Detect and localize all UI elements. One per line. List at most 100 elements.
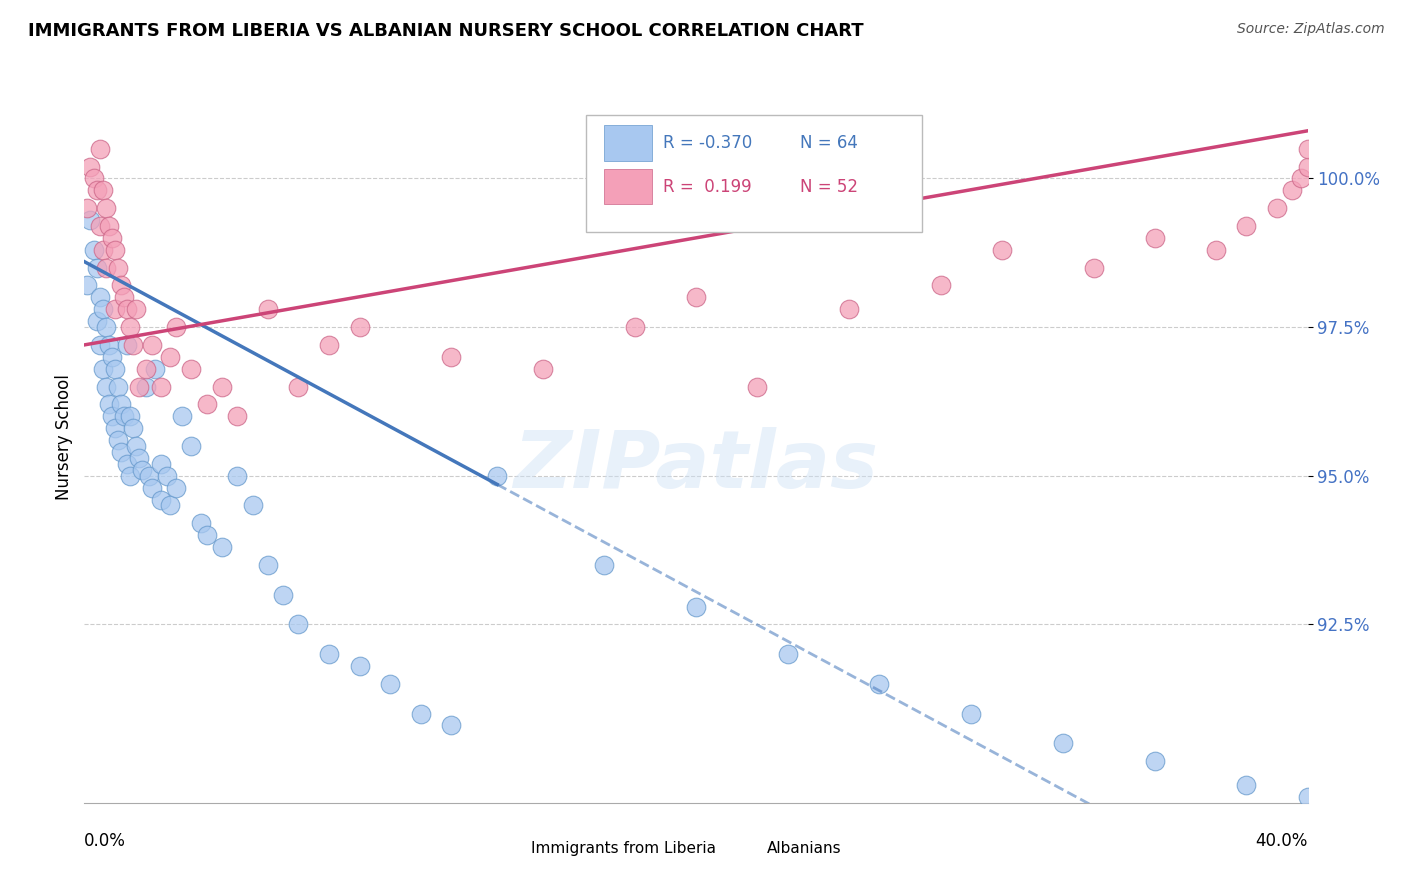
Point	[89, 219, 111, 233]
Point	[94, 260, 117, 275]
Point	[91, 302, 114, 317]
Point	[349, 320, 371, 334]
Point	[226, 468, 249, 483]
Text: R = -0.370: R = -0.370	[664, 134, 752, 152]
Point	[380, 677, 402, 691]
Point	[107, 379, 129, 393]
Point	[1083, 260, 1105, 275]
Point	[486, 468, 509, 483]
Point	[125, 439, 148, 453]
Point	[128, 450, 150, 465]
Point	[211, 540, 233, 554]
Point	[89, 290, 111, 304]
Point	[349, 659, 371, 673]
Point	[112, 290, 135, 304]
Point	[318, 647, 340, 661]
Point	[531, 361, 554, 376]
Point	[211, 379, 233, 393]
Point	[1236, 778, 1258, 792]
Point	[1143, 231, 1166, 245]
Point	[991, 243, 1014, 257]
Point	[1236, 219, 1258, 233]
Point	[195, 528, 218, 542]
Point	[104, 361, 127, 376]
Point	[79, 213, 101, 227]
Point	[180, 361, 202, 376]
Point	[104, 302, 127, 317]
Point	[226, 409, 249, 424]
Point	[83, 171, 105, 186]
Point	[287, 379, 309, 393]
Point	[409, 706, 432, 721]
Point	[97, 397, 120, 411]
Point	[776, 647, 799, 661]
Point	[104, 421, 127, 435]
Point	[107, 260, 129, 275]
Point	[257, 302, 280, 317]
Point	[97, 219, 120, 233]
Point	[172, 409, 194, 424]
Text: Albanians: Albanians	[766, 840, 842, 855]
Point	[91, 243, 114, 257]
Point	[141, 338, 163, 352]
Point	[1205, 243, 1227, 257]
Text: 40.0%: 40.0%	[1256, 832, 1308, 850]
Point	[1052, 736, 1074, 750]
Point	[624, 320, 647, 334]
Point	[131, 463, 153, 477]
Point	[869, 677, 891, 691]
Point	[143, 361, 166, 376]
Point	[138, 468, 160, 483]
Point	[149, 457, 172, 471]
Point	[593, 558, 616, 572]
Point	[115, 302, 138, 317]
Point	[112, 409, 135, 424]
Point	[1291, 171, 1313, 186]
Point	[110, 397, 132, 411]
Point	[101, 409, 124, 424]
Point	[110, 445, 132, 459]
Point	[318, 338, 340, 352]
Point	[1265, 201, 1288, 215]
Point	[89, 338, 111, 352]
Point	[86, 260, 108, 275]
Point	[122, 421, 145, 435]
Point	[120, 409, 142, 424]
Point	[440, 350, 463, 364]
Point	[960, 706, 983, 721]
Point	[89, 142, 111, 156]
Point	[115, 457, 138, 471]
Point	[122, 338, 145, 352]
Point	[76, 201, 98, 215]
Point	[135, 379, 157, 393]
Point	[101, 231, 124, 245]
Text: R =  0.199: R = 0.199	[664, 178, 752, 196]
Point	[190, 516, 212, 531]
Text: IMMIGRANTS FROM LIBERIA VS ALBANIAN NURSERY SCHOOL CORRELATION CHART: IMMIGRANTS FROM LIBERIA VS ALBANIAN NURS…	[28, 22, 863, 40]
Text: Immigrants from Liberia: Immigrants from Liberia	[531, 840, 716, 855]
Point	[685, 290, 707, 304]
Point	[107, 433, 129, 447]
Point	[120, 468, 142, 483]
Point	[128, 379, 150, 393]
FancyBboxPatch shape	[605, 169, 652, 204]
Point	[91, 361, 114, 376]
Point	[86, 314, 108, 328]
Point	[149, 379, 172, 393]
Text: N = 52: N = 52	[800, 178, 858, 196]
Point	[257, 558, 280, 572]
Y-axis label: Nursery School: Nursery School	[55, 374, 73, 500]
Text: N = 64: N = 64	[800, 134, 858, 152]
FancyBboxPatch shape	[586, 115, 922, 232]
FancyBboxPatch shape	[485, 835, 524, 862]
Point	[242, 499, 264, 513]
Point	[1281, 183, 1303, 197]
Point	[86, 183, 108, 197]
Point	[79, 160, 101, 174]
Point	[83, 243, 105, 257]
Point	[929, 278, 952, 293]
Point	[1296, 789, 1319, 804]
Point	[101, 350, 124, 364]
Point	[1143, 754, 1166, 768]
Point	[94, 379, 117, 393]
